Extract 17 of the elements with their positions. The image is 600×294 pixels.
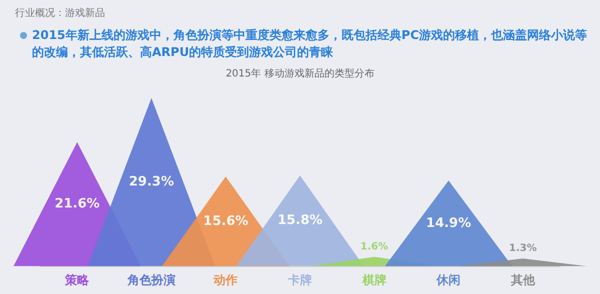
data-label: 29.3%: [128, 174, 174, 190]
data-label: 15.6%: [203, 214, 248, 229]
category-label: 策略: [64, 273, 90, 287]
data-label: 15.8%: [277, 213, 323, 228]
text: 2015年 移动游戏新品的类型分布: [226, 68, 374, 80]
category-label: 卡牌: [287, 273, 312, 287]
category-label: 棋牌: [361, 273, 386, 287]
data-label: 21.6%: [54, 196, 100, 212]
text: 2015年新上线的游戏中，角色扮演等中重度类愈来愈多，既包括经典PC游戏的移植，也涵盖网络小说等的改编，其低活跃、高ARPU的特质受到游戏公司的青睐: [32, 27, 588, 61]
data-label: 14.9%: [426, 216, 472, 231]
category-label: 其他: [510, 273, 536, 287]
text: 行业概况：游戏新品: [15, 6, 105, 20]
data-label: 1.3%: [508, 243, 537, 254]
category-label: 角色扮演: [126, 273, 176, 287]
data-label: 1.6%: [360, 241, 388, 252]
category-label: 休闲: [436, 273, 461, 287]
category-label: 动作: [212, 273, 238, 287]
